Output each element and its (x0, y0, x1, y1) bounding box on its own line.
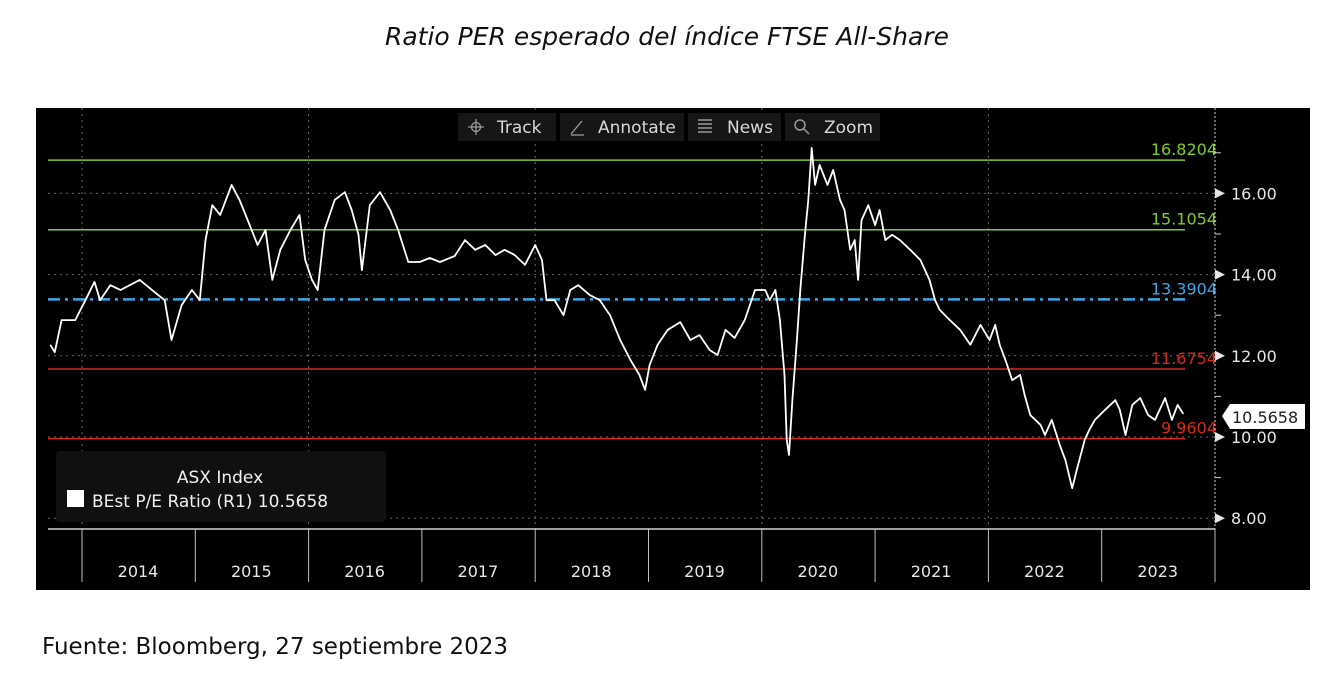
legend-swatch (67, 490, 84, 507)
legend-title: ASX Index (177, 468, 263, 488)
annotate-button[interactable]: Annotate (560, 113, 684, 141)
annotate-label: Annotate (598, 118, 676, 138)
x-tick-label: 2016 (344, 562, 385, 581)
news-label: News (727, 118, 773, 138)
pencil-icon (570, 120, 584, 136)
news-button[interactable]: News (688, 113, 781, 141)
source-note: Fuente: Bloomberg, 27 septiembre 2023 (42, 634, 509, 660)
y-tick-marker (1215, 350, 1225, 361)
zoom-button[interactable]: Zoom (785, 113, 880, 141)
y-tick-marker (1215, 513, 1225, 524)
series-line-pe-ratio (49, 147, 1185, 490)
y-tick-label: 12.00 (1231, 347, 1277, 366)
x-tick-label: 2019 (684, 562, 725, 581)
reference-line-label: 11.6754 (1151, 349, 1217, 368)
news-icon (698, 119, 712, 133)
x-tick-label: 2021 (911, 562, 952, 581)
y-tick-label: 8.00 (1231, 509, 1267, 528)
y-tick-marker (1215, 188, 1225, 199)
y-tick-marker (1215, 432, 1225, 442)
x-tick-label: 2018 (571, 562, 612, 581)
reference-line-label: 13.3904 (1151, 279, 1217, 298)
x-tick-label: 2017 (458, 562, 499, 581)
reference-lines: 16.8204 15.1054 13.3904 11.6754 9.9604 (48, 140, 1217, 440)
current-value-label: 10.5658 (1232, 408, 1298, 427)
x-tick-label: 2022 (1024, 562, 1065, 581)
y-axis: 8.00 10.00 12.00 14.00 16.00 (1214, 108, 1277, 529)
reference-line-label: 15.1054 (1151, 210, 1217, 229)
x-tick-label: 2020 (797, 562, 838, 581)
y-tick-marker (1215, 269, 1225, 280)
gridlines (48, 108, 1215, 529)
track-button[interactable]: Track (458, 113, 556, 141)
zoom-label: Zoom (824, 118, 873, 138)
y-tick-label: 14.00 (1231, 266, 1277, 285)
legend-series-label: BEst P/E Ratio (R1) 10.5658 (92, 492, 328, 512)
legend: ASX Index BEst P/E Ratio (R1) 10.5658 (56, 451, 386, 522)
y-tick-label: 16.00 (1231, 184, 1277, 203)
crosshair-icon (468, 119, 484, 135)
x-tick-label: 2014 (118, 562, 159, 581)
magnifier-icon (794, 119, 810, 135)
reference-line-label: 9.9604 (1161, 419, 1217, 438)
track-label: Track (496, 118, 542, 138)
x-tick-label: 2023 (1137, 562, 1178, 581)
current-value-badge: 10.5658 (1222, 404, 1305, 429)
chart-title: Ratio PER esperado del índice FTSE All-S… (384, 22, 950, 51)
reference-line-label: 16.8204 (1151, 140, 1217, 159)
toolbar: Track Annotate News Zoom (458, 113, 880, 141)
y-tick-label: 10.00 (1231, 428, 1277, 447)
x-axis: 2014 2015 2016 2017 2018 2019 2020 2021 2022 2023 (48, 528, 1216, 582)
x-tick-label: 2015 (231, 562, 272, 581)
